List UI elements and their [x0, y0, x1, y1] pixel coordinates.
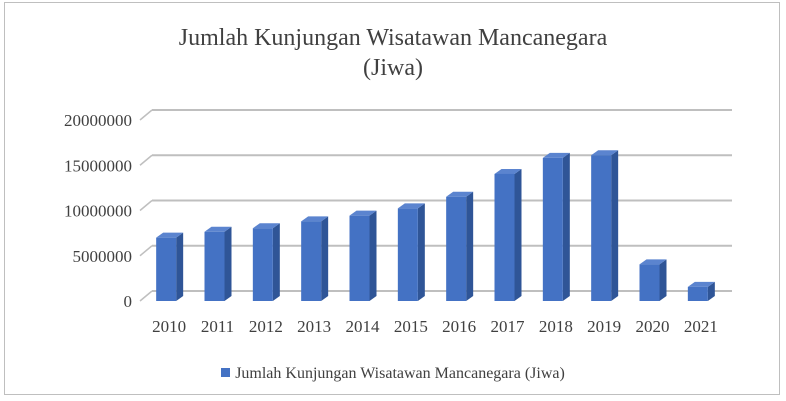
x-tick-label: 2021	[684, 317, 718, 336]
bar-top	[301, 216, 329, 222]
bar-side	[417, 203, 425, 301]
y-tick-label: 0	[124, 292, 133, 311]
bar-side	[466, 191, 474, 301]
bar-side	[369, 210, 377, 301]
y-tick-label: 10000000	[64, 202, 132, 221]
x-tick-label: 2018	[539, 317, 573, 336]
gridline-depth	[139, 290, 153, 302]
bar	[591, 155, 612, 301]
x-tick-label: 2015	[394, 317, 428, 336]
bar-top	[446, 191, 474, 197]
bar-top	[494, 168, 522, 174]
y-tick-label: 15000000	[64, 156, 132, 175]
bar-top	[639, 259, 667, 265]
bar-side	[272, 223, 280, 301]
bar-top	[349, 210, 377, 216]
x-tick-label: 2017	[491, 317, 526, 336]
bar-side	[514, 168, 522, 301]
bar	[349, 215, 370, 301]
bar	[156, 237, 177, 301]
bar-top	[397, 203, 425, 209]
chart-title-sub: (Jiwa)	[363, 55, 423, 81]
bar-side	[707, 281, 715, 301]
bar-top	[591, 150, 619, 156]
bar	[301, 221, 322, 301]
chart-legend: Jumlah Kunjungan Wisatawan Mancanegara (…	[5, 365, 781, 383]
x-tick-label: 2011	[201, 317, 234, 336]
x-tick-label: 2013	[297, 317, 331, 336]
bar-side	[659, 259, 667, 301]
x-tick-label: 2016	[442, 317, 476, 336]
x-tick-label: 2012	[249, 317, 283, 336]
bar-top	[542, 152, 570, 158]
bar-side	[562, 152, 570, 301]
bar-side	[224, 226, 232, 301]
bar	[204, 231, 225, 301]
bar-top	[687, 281, 715, 287]
y-tick-label: 20000000	[64, 111, 132, 130]
bar-side	[611, 150, 619, 301]
chart-title: Jumlah Kunjungan Wisatawan Mancanegara (…	[5, 23, 781, 83]
bar-side	[321, 216, 329, 301]
bar	[446, 196, 467, 301]
bar	[542, 157, 563, 301]
bar	[687, 286, 708, 301]
gridline-depth	[139, 109, 153, 121]
gridline-depth	[139, 199, 153, 212]
chart-frame: Jumlah Kunjungan Wisatawan Mancanegara (…	[4, 2, 780, 395]
bar-top	[252, 223, 280, 229]
gridline-depth	[139, 154, 153, 166]
bar-top	[204, 226, 232, 232]
x-tick-label: 2020	[636, 317, 670, 336]
y-tick-label: 5000000	[73, 247, 133, 266]
bar	[494, 173, 515, 301]
gridline-depth	[139, 245, 153, 257]
legend-label: Jumlah Kunjungan Wisatawan Mancanegara (…	[235, 365, 565, 382]
bar	[639, 264, 660, 301]
bar	[397, 208, 418, 301]
bar	[252, 228, 273, 301]
x-tick-label: 2019	[587, 317, 621, 336]
x-tick-label: 2014	[346, 317, 381, 336]
bar-side	[176, 232, 184, 301]
x-tick-label: 2010	[152, 317, 186, 336]
bar-top	[156, 232, 184, 238]
legend-swatch	[221, 368, 231, 377]
chart-title-main: Jumlah Kunjungan Wisatawan Mancanegara	[178, 25, 608, 51]
